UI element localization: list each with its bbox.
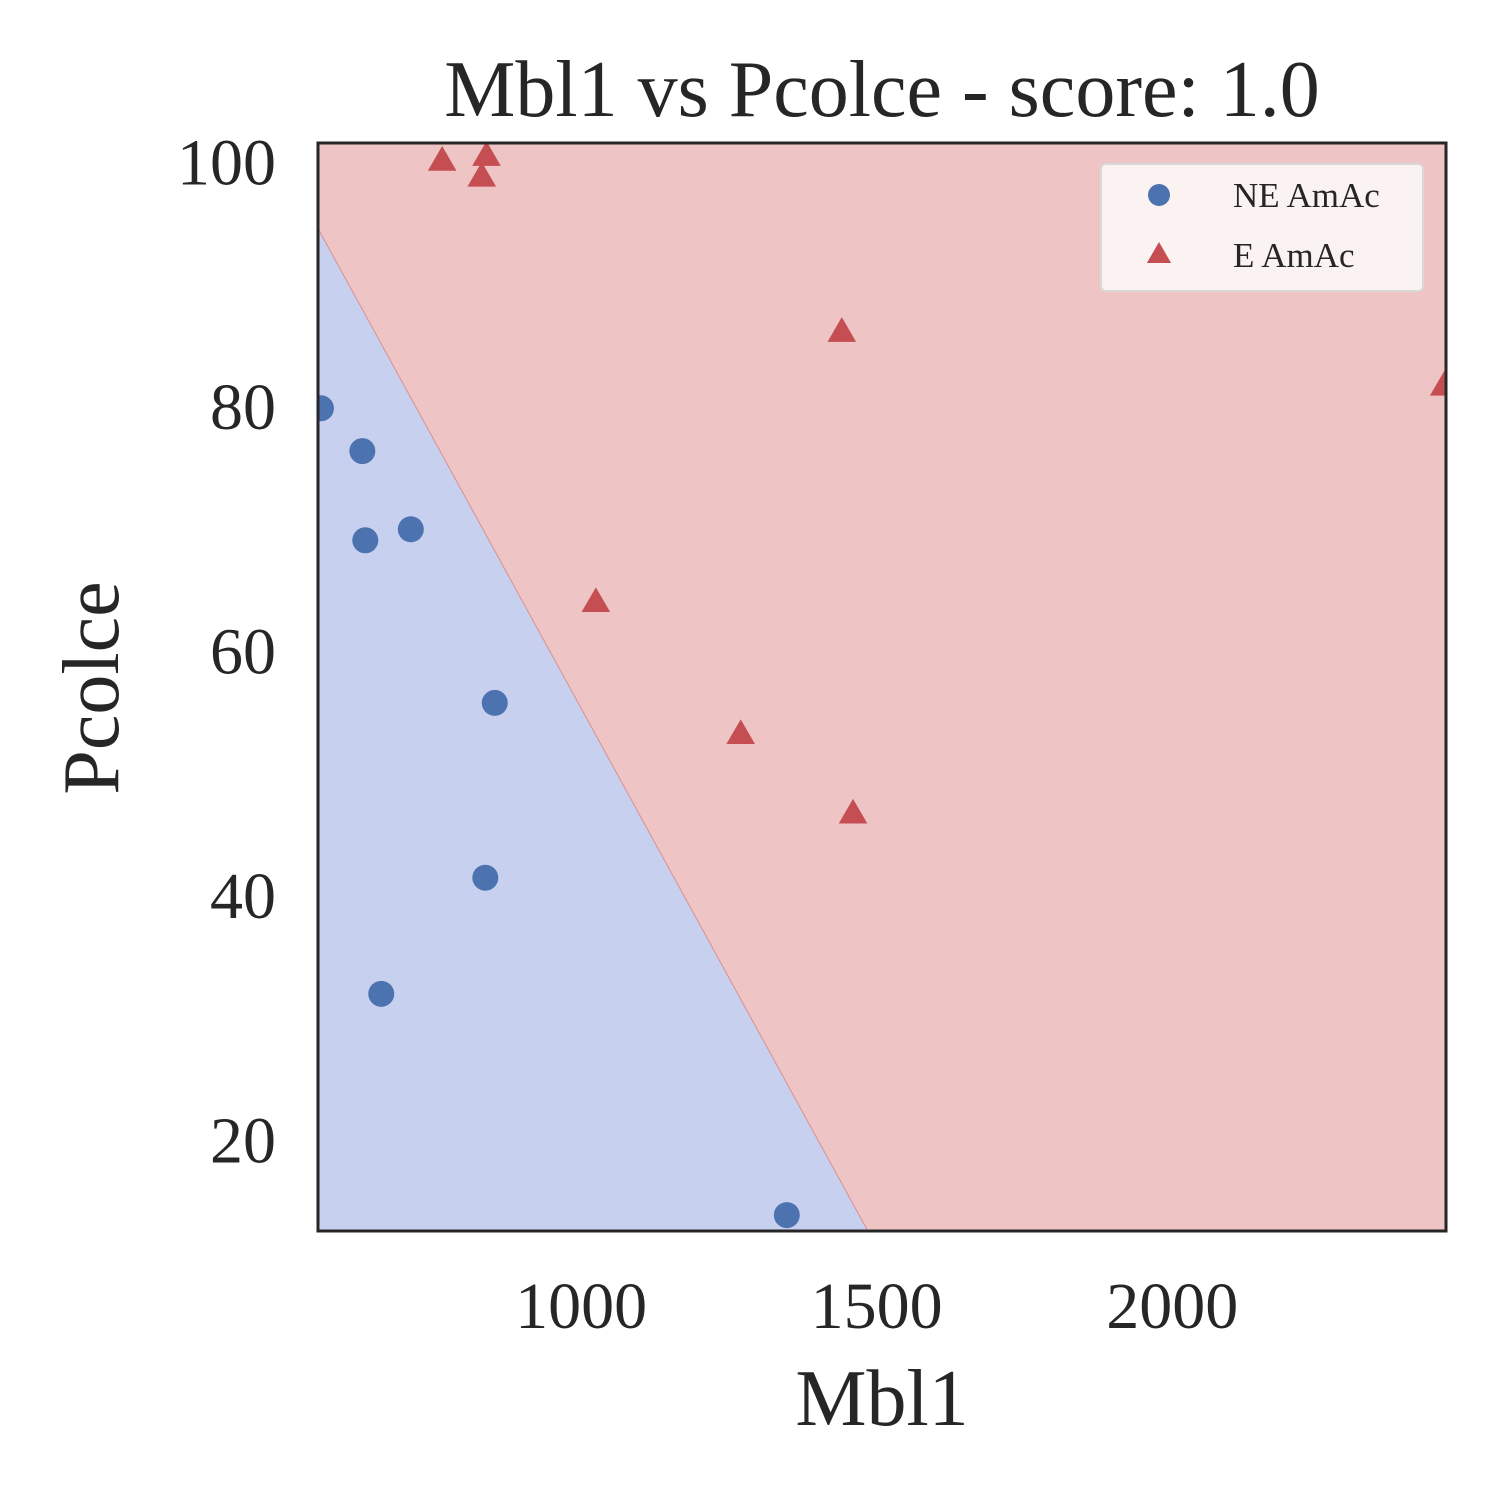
decision-regions xyxy=(318,143,1446,1231)
y-tick-label-40: 40 xyxy=(210,860,276,933)
data-points xyxy=(318,143,1446,1229)
e-amac-point-7 xyxy=(1429,370,1446,396)
region-e-amac xyxy=(318,143,1446,1231)
ne-amac-point-2 xyxy=(352,527,379,554)
y-tick-label-80: 80 xyxy=(210,371,276,444)
legend-label-1: E AmAc xyxy=(1233,236,1355,275)
legend-label-0: NE AmAc xyxy=(1233,176,1380,215)
region-ne-amac xyxy=(318,228,868,1231)
y-tick-label-60: 60 xyxy=(210,615,276,688)
x-tick-label-2000: 2000 xyxy=(1106,1270,1238,1343)
e-amac-point-5 xyxy=(726,719,756,745)
legend-box xyxy=(1100,163,1424,292)
e-amac-point-3 xyxy=(827,317,857,342)
e-amac-point-6 xyxy=(838,798,868,824)
ne-amac-point-3 xyxy=(397,516,424,543)
ne-amac-point-5 xyxy=(472,864,499,891)
y-axis-label: Pcolce xyxy=(48,581,136,794)
ne-amac-point-0 xyxy=(318,395,334,422)
y-axis-ticks: 20 40 60 80 100 xyxy=(177,126,276,1177)
x-axis-ticks: 1000 1500 2000 xyxy=(515,1270,1238,1343)
ne-amac-point-1 xyxy=(349,438,376,465)
y-tick-label-100: 100 xyxy=(177,126,276,199)
ne-amac-point-6 xyxy=(368,980,395,1007)
e-amac-point-0 xyxy=(427,146,457,171)
e-amac-point-1 xyxy=(467,161,497,187)
ne-amac-point-4 xyxy=(481,689,508,716)
legend-marker-0 xyxy=(1148,184,1170,206)
x-tick-label-1000: 1000 xyxy=(515,1270,647,1343)
plot-frame xyxy=(316,141,1448,1233)
legend: NE AmAc E AmAc xyxy=(1100,163,1424,292)
ne-amac-point-7 xyxy=(773,1202,800,1229)
x-axis-label: Mbl1 xyxy=(795,1355,968,1443)
y-tick-label-20: 20 xyxy=(210,1104,276,1177)
decision-boundary-line xyxy=(318,227,869,1231)
legend-marker-1 xyxy=(1146,242,1172,263)
x-tick-label-1500: 1500 xyxy=(811,1270,943,1343)
e-amac-point-4 xyxy=(581,587,611,613)
e-amac-point-2 xyxy=(472,143,501,166)
chart-title: Mbl1 vs Pcolce - score: 1.0 xyxy=(444,46,1319,134)
